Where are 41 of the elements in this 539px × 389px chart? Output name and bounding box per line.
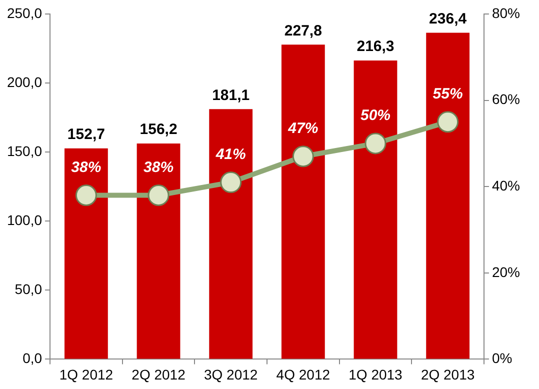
point: [75, 184, 97, 206]
bar: [354, 60, 398, 359]
data-label: 41%: [214, 146, 246, 163]
data-label: 55%: [432, 86, 463, 103]
point: [220, 172, 242, 194]
y2-tick-label: 0%: [492, 350, 512, 366]
x-tick-label: 1Q 2013: [348, 366, 403, 382]
data-label: 236,4: [429, 10, 468, 28]
y-tick-label: 100,0: [6, 212, 42, 228]
y-tick-label: 50,0: [14, 281, 42, 298]
point: [148, 184, 170, 206]
x-tick-label: 3Q 2012: [204, 366, 258, 382]
x-tick-label: 4Q 2012: [276, 366, 330, 382]
y2-tick-label: 60%: [492, 91, 520, 108]
data-label: 181,1: [212, 86, 250, 104]
data-label: 50%: [360, 107, 391, 124]
data-label: 47%: [287, 120, 318, 138]
point: [364, 132, 386, 154]
data-label: 152,7: [67, 126, 105, 143]
point: [292, 146, 314, 168]
y-tick-label: 150,0: [6, 142, 42, 159]
y2-tick-label: 40%: [492, 177, 520, 194]
bar: [64, 148, 108, 359]
data-label: 156,2: [140, 121, 178, 138]
bar: [426, 32, 470, 359]
point: [437, 111, 459, 133]
data-label: 38%: [144, 158, 174, 176]
data-label: 216,3: [356, 38, 394, 56]
y-tick-label: 200,0: [6, 74, 42, 90]
data-label: 227,8: [284, 22, 322, 40]
x-tick-label: 2Q 2012: [132, 366, 186, 382]
y2-tick-label: 20%: [492, 264, 520, 280]
y-tick-label: 250,0: [6, 4, 42, 21]
y2-tick-label: 80%: [492, 4, 520, 21]
x-tick-label: 2Q 2013: [420, 366, 475, 382]
bar: [136, 144, 180, 359]
bar: [281, 44, 325, 359]
x-tick-label: 1Q 2012: [59, 366, 114, 382]
data-label: 38%: [71, 158, 102, 176]
bar: [209, 109, 253, 359]
y-tick-label: 0,0: [22, 350, 42, 366]
